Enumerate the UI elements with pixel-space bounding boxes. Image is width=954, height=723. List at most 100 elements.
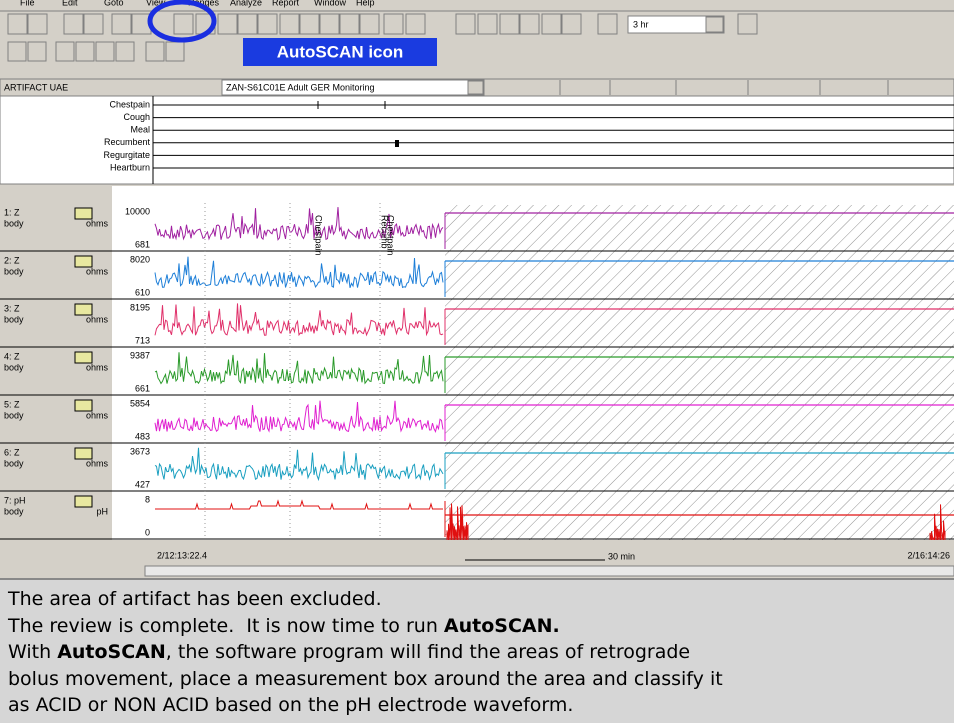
app-window: File Edit Goto View Ranges Analyze Report Windo… — [0, 0, 954, 577]
toolbar-button[interactable] — [115, 41, 135, 62]
channel-site: body — [4, 266, 24, 276]
toolbar-button[interactable] — [405, 13, 426, 35]
event-label: Heartburn — [110, 162, 150, 172]
toolbar-button[interactable] — [27, 13, 48, 35]
scale-max: 8 — [145, 494, 150, 504]
toolbar-button[interactable] — [499, 13, 520, 35]
menu-item[interactable]: File — [20, 0, 35, 7]
caption-line: bolus movement, place a measurement box … — [8, 666, 954, 693]
caption-text: The area of artifact has been excluded. — [8, 588, 382, 610]
channel-icon[interactable] — [74, 303, 93, 316]
caption-line: With AutoSCAN, the software program will… — [8, 639, 954, 666]
event-label: Regurgitate — [103, 150, 150, 160]
toolbar-button[interactable] — [145, 41, 165, 62]
callout-ring — [147, 0, 217, 43]
event-label: Recumbent — [104, 137, 151, 147]
toolbar-button[interactable] — [339, 13, 360, 35]
channel-icon[interactable] — [74, 255, 93, 268]
channel-site: body — [4, 218, 24, 228]
time-end: 2/16:14:26 — [907, 550, 950, 560]
toolbar-button[interactable] — [257, 13, 278, 35]
channel-icon[interactable] — [74, 207, 93, 220]
toolbar-button[interactable] — [217, 13, 238, 35]
scale-min: 0 — [145, 527, 150, 537]
menu-item[interactable]: Goto — [104, 0, 124, 7]
scale-max: 5854 — [130, 398, 150, 408]
study-dropdown[interactable] — [221, 79, 485, 96]
time-start: 2/12:13:22.4 — [157, 550, 207, 560]
trace-annotation: Chestpain — [314, 215, 324, 256]
caption-text: , the software program will find the are… — [165, 641, 691, 663]
dropdown-arrow — [705, 16, 724, 33]
channel-unit: ohms — [86, 410, 109, 420]
waveform — [154, 400, 444, 434]
scale-min: 610 — [135, 287, 150, 297]
toolbar-button[interactable] — [319, 13, 340, 35]
dropdown-arrow — [467, 80, 484, 95]
menu-item[interactable]: Ranges — [188, 0, 220, 7]
scale-min: 427 — [135, 479, 150, 489]
toolbar-button[interactable] — [55, 41, 75, 62]
menu-item[interactable]: Window — [314, 0, 347, 7]
channel-name: 6: Z — [4, 447, 20, 457]
scale-max: 8020 — [130, 254, 150, 264]
channel-icon[interactable] — [74, 399, 93, 412]
trace-annotation: Chestpain — [386, 215, 396, 256]
toolbar-button[interactable] — [299, 13, 320, 35]
scrollbar[interactable] — [144, 565, 954, 577]
toolbar-button[interactable] — [561, 13, 582, 35]
toolbar-button[interactable] — [237, 13, 258, 35]
channel-site: body — [4, 410, 24, 420]
caption-text: The review is complete. It is now time t… — [8, 614, 444, 637]
toolbar-button[interactable] — [83, 13, 104, 35]
menu-item[interactable]: Edit — [62, 0, 78, 7]
channel-icon[interactable] — [74, 495, 93, 508]
toolbar-button[interactable] — [279, 13, 300, 35]
toolbar-button[interactable] — [111, 13, 132, 35]
time-range: 3 hr — [633, 19, 649, 29]
toolbar-button[interactable] — [737, 13, 758, 35]
toolbar-button[interactable] — [477, 13, 498, 35]
menu-item[interactable]: View — [146, 0, 166, 7]
time-range-dropdown[interactable] — [627, 15, 725, 34]
channel-name: 3: Z — [4, 303, 20, 313]
toolbar-button[interactable] — [7, 13, 28, 35]
toolbar-button[interactable] — [165, 41, 185, 62]
caption-box: The area of artifact has been excluded. T… — [0, 578, 954, 723]
menu-bar — [0, 0, 954, 10]
menu-item[interactable]: Analyze — [230, 0, 262, 7]
waveform — [154, 447, 444, 482]
toolbar-button[interactable] — [383, 13, 404, 35]
toolbar-button[interactable] — [95, 41, 115, 62]
scale-min: 661 — [135, 383, 150, 393]
menu-item[interactable]: Help — [356, 0, 375, 7]
scale-max: 8195 — [130, 302, 150, 312]
toolbar-button[interactable] — [75, 41, 95, 62]
event-marker — [395, 140, 399, 147]
toolbar-button[interactable] — [173, 13, 194, 35]
channel-unit: pH — [96, 506, 108, 516]
channel-name: 7: pH — [4, 495, 26, 505]
toolbar-button[interactable] — [7, 41, 27, 62]
waveform — [155, 499, 443, 510]
event-label: Cough — [123, 112, 150, 122]
waveform — [154, 207, 444, 241]
toolbar-button[interactable] — [63, 13, 84, 35]
caption-text: With — [8, 641, 58, 663]
menu-item[interactable]: Report — [272, 0, 300, 7]
toolbar-button[interactable] — [455, 13, 476, 35]
scale-max: 10000 — [125, 206, 150, 216]
channel-unit: ohms — [86, 266, 109, 276]
channel-icon[interactable] — [74, 351, 93, 364]
toolbar-button[interactable] — [519, 13, 540, 35]
scale-min: 713 — [135, 335, 150, 345]
channel-icon[interactable] — [74, 447, 93, 460]
channel-unit: ohms — [86, 314, 109, 324]
toolbar-button[interactable] — [359, 13, 380, 35]
channel-name: 2: Z — [4, 255, 20, 265]
study-name: ZAN-S61C01E Adult GER Monitoring — [226, 82, 375, 92]
toolbar-button[interactable] — [27, 41, 47, 62]
channel-name: 5: Z — [4, 399, 20, 409]
toolbar-button[interactable] — [541, 13, 562, 35]
toolbar-button[interactable] — [597, 13, 618, 35]
